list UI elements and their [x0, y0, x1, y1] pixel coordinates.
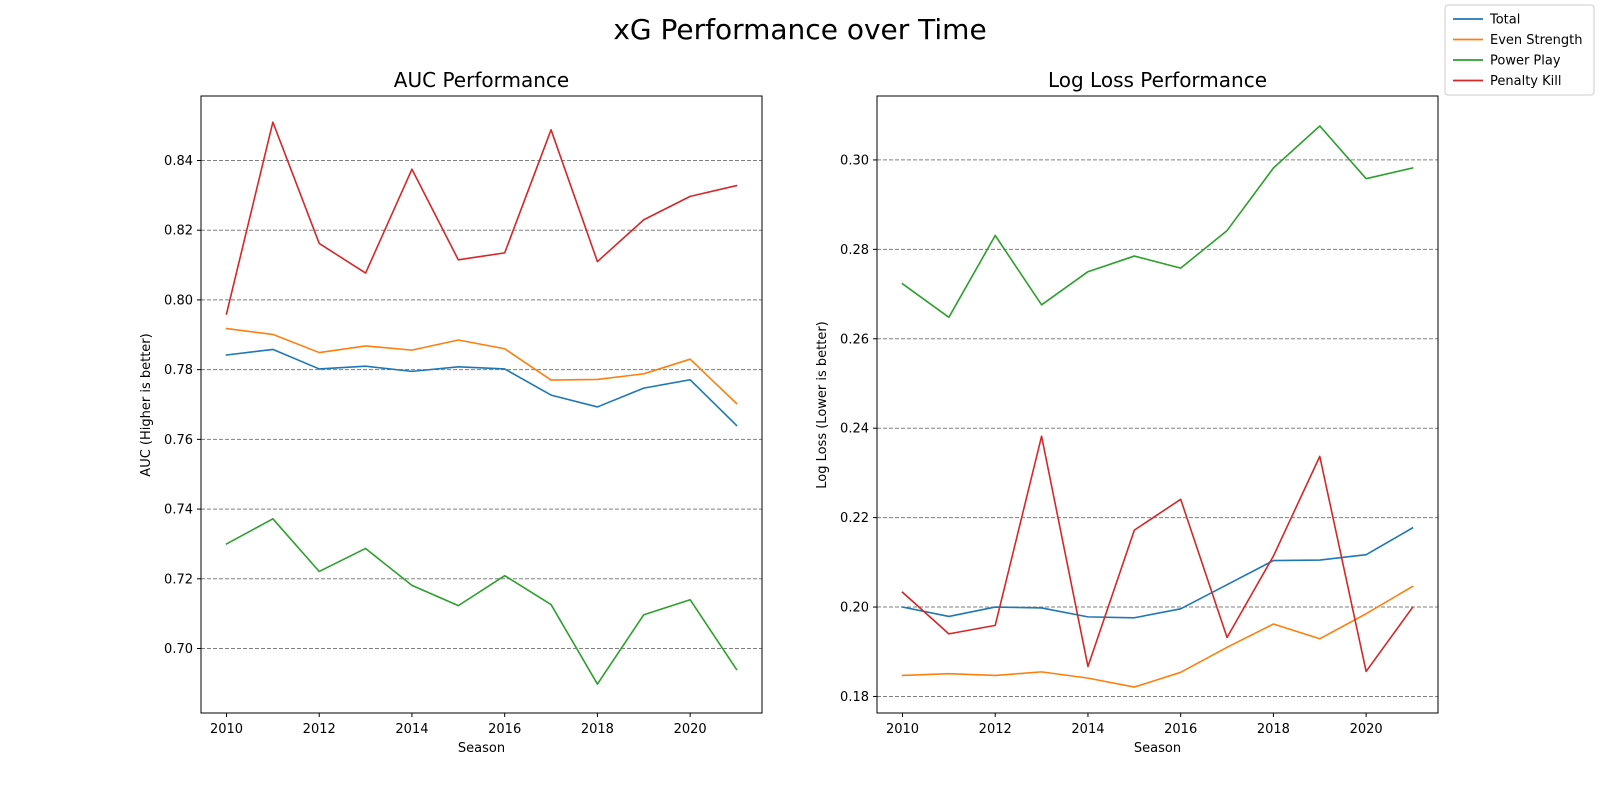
log-loss-series-power-play	[901, 125, 1414, 319]
legend-label-power-play: Power Play	[1490, 54, 1561, 69]
auc-series-power-play	[225, 518, 738, 685]
auc-x-tick-label: 2016	[488, 722, 521, 737]
log-loss-series-even-strength	[901, 585, 1414, 688]
auc-y-tick-label: 0.82	[164, 224, 193, 239]
auc-x-tick-label: 2014	[395, 722, 428, 737]
legend-box	[1444, 4, 1595, 96]
auc-y-axis-label: AUC (Higher is better)	[139, 333, 154, 476]
auc-series-even-strength	[225, 327, 738, 405]
log-loss-performance-chart: Log Loss Performance Season Log Loss (Lo…	[815, 68, 1439, 756]
auc-plot-frame	[200, 95, 763, 714]
log-loss-series	[901, 125, 1414, 688]
log-loss-ticks: 0.18 0.20 0.22 0.24 0.26 0.28 0.30 2010 2012 2014…	[840, 153, 1383, 737]
auc-x-tick-label: 2012	[303, 722, 336, 737]
auc-series	[225, 121, 738, 685]
log-loss-x-axis-label: Season	[1134, 741, 1181, 756]
auc-y-tick-label: 0.84	[164, 154, 193, 169]
legend-label-even-strength: Even Strength	[1490, 33, 1583, 48]
figure-title: xG Performance over Time	[613, 13, 986, 46]
log-loss-y-tick-label: 0.24	[840, 422, 869, 437]
auc-series-penalty-kill	[225, 121, 738, 315]
log-loss-plot-frame	[876, 95, 1439, 714]
log-loss-y-axis-label: Log Loss (Lower is better)	[815, 321, 830, 489]
auc-ticks: 0.70 0.72 0.74 0.76 0.78 0.80 0.82 0.84 2010 2012…	[164, 154, 707, 737]
log-loss-y-tick-label: 0.30	[840, 153, 869, 168]
auc-x-tick-label: 2010	[210, 722, 243, 737]
log-loss-x-tick-label: 2020	[1350, 722, 1383, 737]
log-loss-y-tick-label: 0.22	[840, 511, 869, 526]
log-loss-x-tick-label: 2010	[886, 722, 919, 737]
log-loss-series-total	[901, 526, 1414, 619]
auc-y-tick-label: 0.80	[164, 293, 193, 308]
log-loss-y-tick-label: 0.18	[840, 690, 869, 705]
legend: Total Even Strength Power Play Penalty Kill	[1444, 4, 1595, 96]
auc-series-total	[225, 348, 738, 427]
legend-label-total: Total	[1489, 13, 1520, 28]
auc-chart-title: AUC Performance	[394, 68, 569, 92]
auc-x-tick-label: 2018	[581, 722, 614, 737]
auc-y-tick-label: 0.76	[164, 433, 193, 448]
auc-grid	[201, 159, 762, 650]
auc-x-axis-label: Season	[458, 741, 505, 756]
log-loss-series-penalty-kill	[901, 435, 1414, 673]
log-loss-x-tick-label: 2018	[1257, 722, 1290, 737]
auc-y-tick-label: 0.78	[164, 363, 193, 378]
log-loss-grid	[877, 159, 1438, 697]
log-loss-x-tick-label: 2012	[979, 722, 1012, 737]
log-loss-y-tick-label: 0.26	[840, 332, 869, 347]
log-loss-y-tick-label: 0.20	[840, 601, 869, 616]
log-loss-x-tick-label: 2016	[1164, 722, 1197, 737]
log-loss-x-tick-label: 2014	[1071, 722, 1104, 737]
auc-y-tick-label: 0.72	[164, 572, 193, 587]
legend-label-penalty-kill: Penalty Kill	[1490, 74, 1561, 89]
log-loss-chart-title: Log Loss Performance	[1048, 68, 1267, 92]
auc-x-tick-label: 2020	[674, 722, 707, 737]
auc-y-tick-label: 0.70	[164, 642, 193, 657]
log-loss-y-tick-label: 0.28	[840, 243, 869, 258]
auc-y-tick-label: 0.74	[164, 503, 193, 518]
auc-performance-chart: AUC Performance Season AUC (Higher is be…	[139, 68, 763, 756]
